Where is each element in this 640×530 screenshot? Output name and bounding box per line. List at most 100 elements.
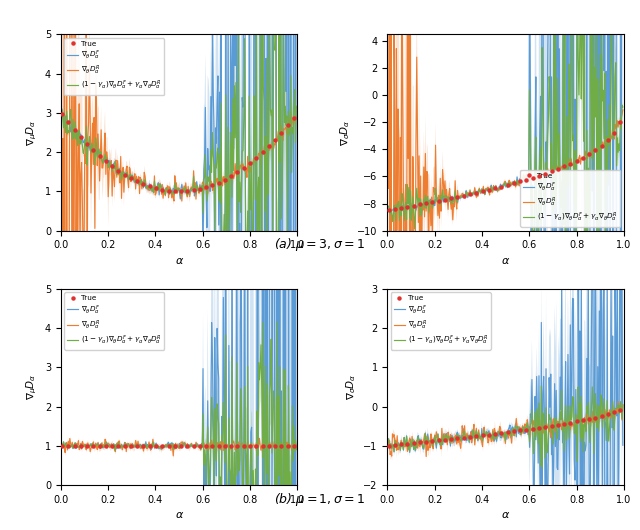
True <box>529 426 536 432</box>
Legend: True, $\nabla_\theta D_\alpha^F$, $\nabla_\theta D_\alpha^R$, $(1-\gamma_\alpha): True, $\nabla_\theta D_\alpha^F$, $\nabl… <box>65 293 164 350</box>
True <box>221 176 228 183</box>
$\nabla_\theta D_\alpha^F$ <box>198 440 205 447</box>
$\nabla_\theta D_\alpha^F$ <box>524 174 532 180</box>
$(1-\gamma_\alpha)\nabla_\theta D_\alpha^F + \gamma_\alpha \nabla_\theta D_\alpha^R$ <box>524 176 531 183</box>
$\nabla_\theta D_\alpha^R$ <box>198 441 205 447</box>
Line: True: True <box>387 408 622 447</box>
X-axis label: $\alpha$: $\alpha$ <box>501 510 510 520</box>
True <box>127 443 135 449</box>
Y-axis label: $\nabla_\mu D_\alpha$: $\nabla_\mu D_\alpha$ <box>25 374 39 400</box>
True <box>472 190 480 196</box>
$\nabla_\theta D_\alpha^R$ <box>58 444 66 450</box>
$\nabla_\theta D_\alpha^R$ <box>58 293 66 299</box>
$\nabla_\theta D_\alpha^R$ <box>59 440 67 447</box>
True <box>221 443 228 449</box>
True <box>460 435 468 441</box>
True <box>227 173 235 179</box>
$\nabla_\theta D_\alpha^F$ <box>619 442 627 448</box>
$\nabla_\theta D_\alpha^R$ <box>385 442 392 448</box>
True <box>152 185 160 191</box>
True <box>554 421 562 428</box>
True <box>190 443 198 449</box>
True <box>171 188 179 195</box>
True <box>472 433 480 439</box>
True <box>259 443 266 449</box>
$\nabla_\theta D_\alpha^F$ <box>202 104 209 111</box>
True <box>541 423 549 430</box>
True <box>234 443 241 449</box>
$\nabla_\theta D_\alpha^R$ <box>385 3 393 10</box>
True <box>271 137 279 143</box>
True <box>403 440 411 447</box>
True <box>202 443 210 449</box>
$(1-\gamma_\alpha)\nabla_\theta D_\alpha^F + \gamma_\alpha \nabla_\theta D_\alpha^R$ <box>59 114 67 121</box>
$(1-\gamma_\alpha)\nabla_\theta D_\alpha^F + \gamma_\alpha \nabla_\theta D_\alpha^R$ <box>58 442 66 448</box>
True <box>278 129 285 136</box>
$\nabla_\theta D_\alpha^R$ <box>198 180 206 186</box>
$\nabla_\theta D_\alpha^R$ <box>199 179 207 185</box>
True <box>159 187 166 193</box>
$(1-\gamma_\alpha)\nabla_\theta D_\alpha^F + \gamma_\alpha \nabla_\theta D_\alpha^R$ <box>385 204 393 210</box>
Line: $\nabla_\theta D_\alpha^F$: $\nabla_\theta D_\alpha^F$ <box>62 0 296 530</box>
True <box>391 206 399 212</box>
True <box>573 418 580 425</box>
True <box>586 151 593 157</box>
True <box>215 179 223 186</box>
True <box>385 207 392 213</box>
$\nabla_\theta D_\alpha^F$ <box>197 187 205 193</box>
$\nabla_\theta D_\alpha^R$ <box>584 155 591 162</box>
Line: True: True <box>60 113 296 193</box>
Line: $\nabla_\theta D_\alpha^R$: $\nabla_\theta D_\alpha^R$ <box>388 402 623 456</box>
$\nabla_\theta D_\alpha^R$ <box>257 162 265 168</box>
Legend: True, $\nabla_\theta D_\alpha^F$, $\nabla_\theta D_\alpha^R$, $(1-\gamma_\alpha): True, $\nabla_\theta D_\alpha^F$, $\nabl… <box>65 38 164 95</box>
True <box>535 425 543 431</box>
$\nabla_\theta D_\alpha^R$ <box>198 443 206 449</box>
True <box>422 438 430 445</box>
True <box>410 202 417 209</box>
True <box>422 200 430 207</box>
$\nabla_\theta D_\alpha^R$ <box>524 421 532 428</box>
$(1-\gamma_\alpha)\nabla_\theta D_\alpha^F + \gamma_\alpha \nabla_\theta D_\alpha^R$ <box>58 107 66 113</box>
Line: True: True <box>60 444 296 447</box>
True <box>516 178 524 184</box>
X-axis label: $\alpha$: $\alpha$ <box>175 510 184 520</box>
Line: $\nabla_\theta D_\alpha^R$: $\nabla_\theta D_\alpha^R$ <box>388 0 623 530</box>
$\nabla_\theta D_\alpha^F$ <box>385 436 392 442</box>
True <box>77 134 84 140</box>
$(1-\gamma_\alpha)\nabla_\theta D_\alpha^F + \gamma_\alpha \nabla_\theta D_\alpha^R$ <box>197 446 205 453</box>
True <box>164 443 172 449</box>
True <box>190 187 198 193</box>
$\nabla_\theta D_\alpha^R$ <box>385 437 393 444</box>
True <box>184 443 191 449</box>
$\nabla_\theta D_\alpha^R$ <box>525 179 532 186</box>
$(1-\gamma_\alpha)\nabla_\theta D_\alpha^F + \gamma_\alpha \nabla_\theta D_\alpha^R$ <box>385 436 392 442</box>
$\nabla_\theta D_\alpha^F$ <box>524 424 531 430</box>
True <box>485 187 493 193</box>
True <box>441 437 449 443</box>
Line: $(1-\gamma_\alpha)\nabla_\theta D_\alpha^F + \gamma_\alpha \nabla_\theta D_\alpha^R$: $(1-\gamma_\alpha)\nabla_\theta D_\alpha… <box>62 0 296 443</box>
True <box>579 417 587 423</box>
True <box>83 140 91 147</box>
True <box>133 178 141 184</box>
True <box>202 184 210 190</box>
$(1-\gamma_\alpha)\nabla_\theta D_\alpha^F + \gamma_\alpha \nabla_\theta D_\alpha^R$ <box>619 402 627 408</box>
True <box>65 119 72 126</box>
$\nabla_\theta D_\alpha^R$ <box>272 139 280 145</box>
True <box>485 431 493 438</box>
X-axis label: $\alpha$: $\alpha$ <box>501 256 510 266</box>
$\nabla_\theta D_\alpha^R$ <box>170 453 177 459</box>
True <box>90 147 97 153</box>
$\nabla_\theta D_\alpha^F$ <box>524 431 532 438</box>
True <box>554 166 562 172</box>
True <box>435 437 442 444</box>
$\nabla_\theta D_\alpha^F$ <box>597 180 605 186</box>
$(1-\gamma_\alpha)\nabla_\theta D_\alpha^F + \gamma_\alpha \nabla_\theta D_\alpha^R$ <box>524 426 532 432</box>
$(1-\gamma_\alpha)\nabla_\theta D_\alpha^F + \gamma_\alpha \nabla_\theta D_\alpha^R$ <box>598 98 606 104</box>
$\nabla_\theta D_\alpha^F$ <box>385 444 393 450</box>
$\nabla_\theta D_\alpha^F$ <box>598 329 605 335</box>
$(1-\gamma_\alpha)\nabla_\theta D_\alpha^F + \gamma_\alpha \nabla_\theta D_\alpha^R$ <box>524 420 531 426</box>
True <box>410 440 417 446</box>
True <box>127 175 135 181</box>
True <box>121 172 129 178</box>
True <box>604 137 612 143</box>
